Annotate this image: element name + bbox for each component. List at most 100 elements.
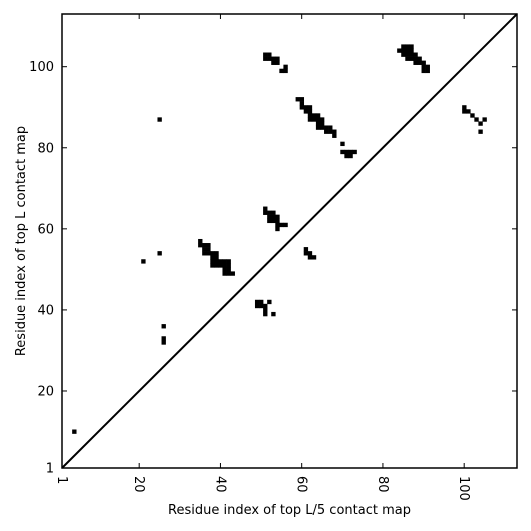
contact-cell	[267, 214, 272, 220]
x-axis-label: Residue index of top L/5 contact map	[168, 503, 411, 518]
contact-cell	[271, 60, 276, 65]
contact-cell	[425, 64, 430, 70]
contact-cell	[478, 129, 483, 134]
contact-cell	[202, 251, 207, 256]
contact-cell	[324, 125, 329, 130]
contact-cell	[348, 149, 353, 155]
contact-cell	[275, 56, 280, 61]
contact-cell	[141, 259, 146, 264]
contact-cell	[218, 259, 223, 264]
contact-cell	[328, 125, 333, 130]
contact-cell	[409, 44, 414, 49]
contact-cell	[202, 247, 207, 252]
contact-cell	[328, 129, 333, 134]
contact-cell	[421, 68, 426, 74]
contact-cell	[271, 210, 276, 215]
contact-cell	[340, 149, 345, 155]
contact-cell	[421, 64, 426, 70]
y-tick-label: 40	[37, 303, 54, 318]
contact-cell	[271, 214, 276, 220]
contact-cell	[222, 267, 227, 272]
contact-cell	[409, 52, 414, 57]
contact-cell	[466, 109, 471, 114]
contact-cell	[263, 52, 268, 57]
contact-cell	[332, 129, 337, 134]
contact-cell	[413, 56, 418, 61]
contact-cell	[267, 299, 272, 305]
contact-cell	[254, 303, 260, 309]
contact-cell	[344, 153, 349, 159]
contact-cell	[157, 251, 162, 256]
x-axis-ticks: 1 20 40 60 80 100	[54, 14, 471, 501]
x-tick-label: 80	[375, 476, 390, 493]
y-tick-label: 80	[37, 141, 54, 156]
contact-cell	[295, 97, 300, 102]
contact-cell	[311, 117, 317, 122]
contact-cell	[161, 324, 166, 329]
y-tick-label: 60	[37, 222, 54, 237]
contact-cell	[279, 68, 284, 74]
contact-cell	[299, 97, 305, 102]
contact-cell	[319, 117, 325, 122]
contact-cell	[271, 218, 276, 224]
contact-cell	[303, 105, 309, 110]
contact-cell	[263, 56, 268, 61]
contact-cell	[263, 303, 268, 309]
contact-cell	[222, 259, 227, 264]
contact-cell	[482, 117, 487, 122]
x-tick-label: 1	[54, 476, 69, 484]
contact-cell	[307, 109, 313, 114]
plot-frame	[61, 13, 518, 469]
contact-cell	[413, 52, 418, 57]
contact-cell	[275, 222, 280, 228]
contact-cell	[254, 299, 260, 305]
y-tick-label: 1	[46, 462, 54, 477]
contact-cell	[259, 299, 264, 305]
contact-cell	[474, 117, 479, 122]
contact-cell	[226, 263, 231, 268]
contact-cell	[222, 263, 227, 268]
contact-cell	[315, 121, 321, 126]
contact-cell	[421, 60, 426, 65]
x-tick-label: 60	[294, 476, 309, 493]
contact-cell	[340, 141, 345, 147]
contact-cell	[263, 311, 268, 317]
contact-cell	[405, 44, 410, 49]
contact-cell	[344, 149, 349, 155]
contact-cell	[348, 153, 353, 159]
contact-cell	[307, 105, 313, 110]
contact-cell	[315, 113, 321, 118]
contact-cell	[263, 307, 268, 313]
contact-cell	[210, 255, 215, 260]
contact-cell	[198, 238, 203, 244]
contact-cell	[405, 56, 410, 61]
contact-cell	[307, 251, 313, 256]
contact-cell	[303, 247, 309, 252]
contact-cell	[409, 48, 414, 53]
contact-cell	[161, 340, 166, 345]
contact-cell	[401, 44, 406, 49]
contact-cell	[315, 117, 321, 122]
contact-cell	[222, 271, 227, 276]
contact-cell	[226, 267, 231, 272]
contact-cell	[307, 113, 313, 118]
contact-cell	[226, 271, 231, 276]
contact-cell	[405, 48, 410, 53]
y-axis-ticks: 1 20 40 60 80 100	[29, 60, 517, 477]
contact-cell	[417, 60, 422, 65]
diagonal-line	[61, 13, 518, 469]
contact-cell	[324, 129, 329, 134]
contact-cell	[275, 226, 280, 232]
contact-cell	[271, 56, 276, 61]
contact-cell	[462, 105, 467, 110]
contact-cell	[214, 259, 219, 264]
contact-cell	[417, 56, 422, 61]
y-tick-label: 100	[29, 60, 54, 75]
contact-cell	[263, 206, 268, 211]
contact-cell	[315, 125, 321, 130]
contact-cell	[425, 68, 430, 74]
contact-cell	[319, 121, 325, 126]
contact-cell	[267, 56, 272, 61]
contact-cell	[263, 210, 268, 215]
contact-cell	[72, 429, 77, 434]
